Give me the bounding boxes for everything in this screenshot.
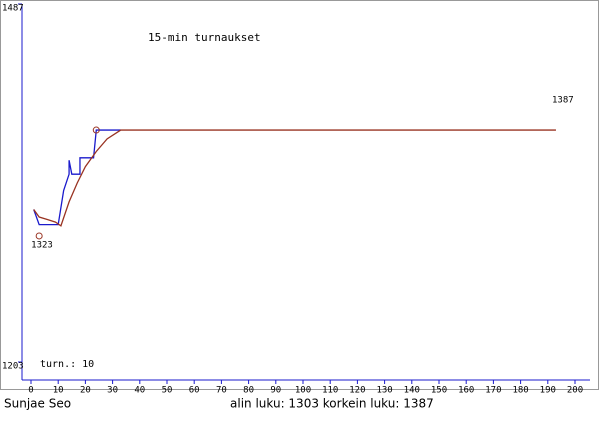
x-tick-label: 50 bbox=[162, 386, 173, 396]
x-tick-label: 10 bbox=[53, 386, 64, 396]
footer-left: Sunjae Seo bbox=[4, 397, 71, 411]
x-tick-label: 70 bbox=[216, 386, 227, 396]
x-tick-label: 120 bbox=[349, 386, 365, 396]
x-tick-label: 90 bbox=[270, 386, 281, 396]
series-line bbox=[33, 129, 121, 226]
turn-label: turn.: 10 bbox=[40, 359, 94, 370]
x-tick-label: 190 bbox=[540, 386, 556, 396]
marker bbox=[35, 232, 43, 240]
x-tick-label: 200 bbox=[567, 386, 583, 396]
marker bbox=[92, 126, 100, 134]
x-tick-label: 180 bbox=[512, 386, 528, 396]
x-tick-label: 140 bbox=[404, 386, 420, 396]
chart-title: 15-min turnaukset bbox=[148, 31, 261, 44]
x-tick-label: 150 bbox=[431, 386, 447, 396]
y-tick-label: 1487 bbox=[2, 4, 24, 14]
x-tick-label: 80 bbox=[243, 386, 254, 396]
annotation: 1323 bbox=[31, 240, 53, 250]
x-tick-label: 30 bbox=[107, 386, 118, 396]
x-tick-label: 170 bbox=[485, 386, 501, 396]
frame bbox=[0, 0, 599, 390]
x-tick-label: 130 bbox=[376, 386, 392, 396]
x-tick-label: 110 bbox=[322, 386, 338, 396]
x-tick-label: 0 bbox=[28, 386, 33, 396]
y-tick-label: 1203 bbox=[2, 362, 24, 372]
x-tick-label: 160 bbox=[458, 386, 474, 396]
x-tick-label: 20 bbox=[80, 386, 91, 396]
series-line bbox=[33, 129, 556, 227]
footer-right: alin luku: 1303 korkein luku: 1387 bbox=[230, 397, 434, 411]
annotation: 1387 bbox=[552, 96, 574, 106]
x-tick-label: 60 bbox=[189, 386, 200, 396]
x-tick-label: 40 bbox=[134, 386, 145, 396]
x-tick-label: 100 bbox=[295, 386, 311, 396]
